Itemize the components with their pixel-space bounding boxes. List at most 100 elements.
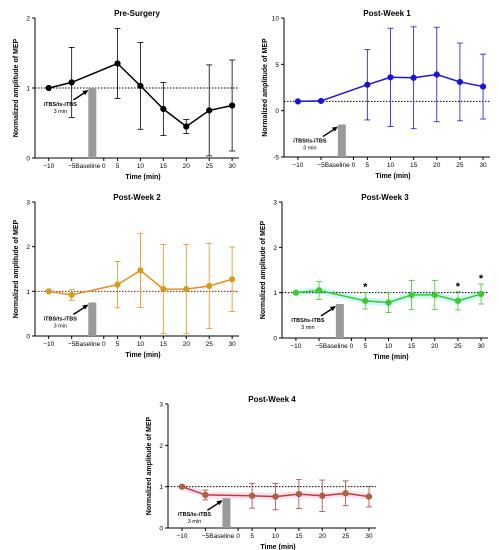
chart-panel-4: Post-Week 3 0 1 2 3 Normalized amplitude of M… [260, 193, 488, 361]
data-point [317, 97, 325, 105]
x-tick-label: 20 [433, 162, 441, 169]
y-tick-label: 0 [273, 336, 277, 343]
x-axis-label: Time (min) [260, 544, 295, 550]
data-point [229, 276, 236, 283]
x-axis-label: Time (min) [125, 174, 160, 181]
x-tick-label: 10 [137, 163, 145, 170]
x-tick-label: 5 [116, 341, 120, 348]
baseline-tick-label: Baseline [325, 162, 350, 169]
data-point [45, 84, 52, 92]
series-line [48, 269, 233, 296]
y-tick-label: 1 [26, 289, 30, 296]
data-point [362, 297, 369, 304]
data-point [477, 290, 485, 298]
zero-tick-label: 0 [352, 162, 356, 169]
data-point [433, 71, 440, 78]
stimulation-bar [337, 124, 346, 157]
data-point [315, 287, 323, 294]
arrowhead-icon [331, 126, 338, 132]
x-tick-label: 10 [385, 343, 393, 350]
x-tick-label: 10 [387, 162, 395, 169]
stimulation-bar [88, 88, 97, 158]
data-point [319, 492, 326, 499]
y-tick-label: 0 [26, 156, 30, 163]
data-point [229, 102, 236, 109]
series-line [181, 485, 370, 498]
zero-tick-label: 0 [102, 163, 106, 170]
arrowhead-icon [216, 500, 223, 506]
y-tick-label: 5 [275, 62, 279, 69]
stim-label: iTBS/ts-iTBS [44, 317, 78, 323]
data-point [178, 483, 186, 490]
stimulation-bar [222, 498, 231, 528]
data-point [183, 123, 190, 130]
significance-asterisk: * [479, 273, 484, 285]
x-tick-label: 25 [456, 162, 464, 169]
y-tick-label: 2 [26, 16, 30, 23]
y-tick-label: 3 [159, 402, 163, 409]
x-tick-label: 25 [454, 343, 462, 350]
data-point [45, 288, 52, 295]
data-point [137, 82, 144, 89]
data-point [479, 83, 487, 90]
stim-label: iTBS/ts-iTBS [291, 318, 325, 324]
data-point [365, 493, 373, 500]
y-axis-label: Normalized amplitude of MEP [13, 219, 20, 318]
data-point [206, 282, 213, 290]
x-tick-label: 15 [408, 343, 416, 350]
data-point [114, 281, 121, 288]
data-point [295, 491, 302, 498]
series-line [297, 73, 484, 103]
data-point [160, 105, 167, 113]
x-tick-label: 5 [364, 343, 368, 350]
x-tick-label: 25 [206, 163, 214, 170]
zero-tick-label: 0 [102, 341, 106, 348]
y-tick-label: 1 [273, 290, 277, 297]
x-tick-label: 30 [479, 162, 487, 169]
y-tick-label: 1 [26, 86, 30, 93]
arrowhead-icon [82, 304, 89, 310]
series-line [295, 289, 482, 304]
data-point [385, 299, 392, 306]
data-point [249, 492, 256, 499]
baseline-tick-label: Baseline [323, 343, 348, 350]
y-tick-label: 0 [26, 334, 30, 341]
x-tick-label: 30 [477, 343, 485, 350]
significance-asterisk: * [363, 282, 368, 294]
x-tick-label: −10 [290, 343, 301, 350]
x-axis-label: Time (min) [373, 354, 408, 361]
x-tick-label: −5 [315, 343, 323, 350]
y-tick-label: 0 [275, 108, 279, 115]
data-point [387, 74, 394, 81]
y-tick-label: 0 [159, 526, 163, 533]
stim-label: iTBS/ts-iTBS [293, 139, 327, 145]
y-tick-label: 2 [159, 443, 163, 450]
x-tick-label: 30 [229, 163, 237, 170]
chart-panel-5: Post-Week 4 0 1 2 3 Normalized amplitude of M… [146, 395, 376, 550]
stim-duration-label: 3 min [301, 325, 314, 331]
chart-title: Pre-Surgery [114, 9, 160, 18]
baseline-tick-label: Baseline [75, 163, 100, 170]
x-tick-label: −10 [43, 163, 54, 170]
y-tick-label: 1 [159, 484, 163, 491]
data-point [294, 98, 301, 105]
y-tick-label: -5 [273, 155, 279, 162]
x-tick-label: −5 [317, 162, 325, 169]
x-tick-label: 5 [250, 533, 254, 540]
data-point [431, 291, 438, 299]
y-tick-label: 2 [26, 244, 30, 251]
baseline-tick-label: Baseline [209, 533, 234, 540]
data-point [183, 286, 190, 293]
y-tick-label: 3 [273, 200, 277, 207]
x-tick-label: −10 [43, 341, 54, 348]
y-axis-label: Normalized amplitude of MEP [262, 38, 269, 137]
y-tick-label: 10 [272, 16, 280, 23]
x-tick-label: 30 [229, 341, 237, 348]
chart-title: Post-Week 4 [248, 395, 296, 404]
data-point [364, 81, 371, 88]
y-axis-label: Normalized amplitude of MEP [146, 416, 153, 515]
chart-title: Post-Week 1 [363, 9, 411, 18]
data-point [456, 78, 464, 86]
x-tick-label: 25 [342, 533, 350, 540]
baseline-tick-label: Baseline [75, 341, 100, 348]
